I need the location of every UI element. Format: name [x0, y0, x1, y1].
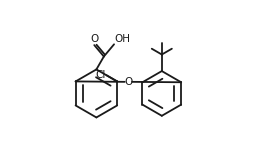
Text: OH: OH — [115, 34, 131, 44]
Text: O: O — [124, 77, 133, 87]
Text: O: O — [90, 34, 98, 44]
Text: Cl: Cl — [95, 70, 106, 80]
